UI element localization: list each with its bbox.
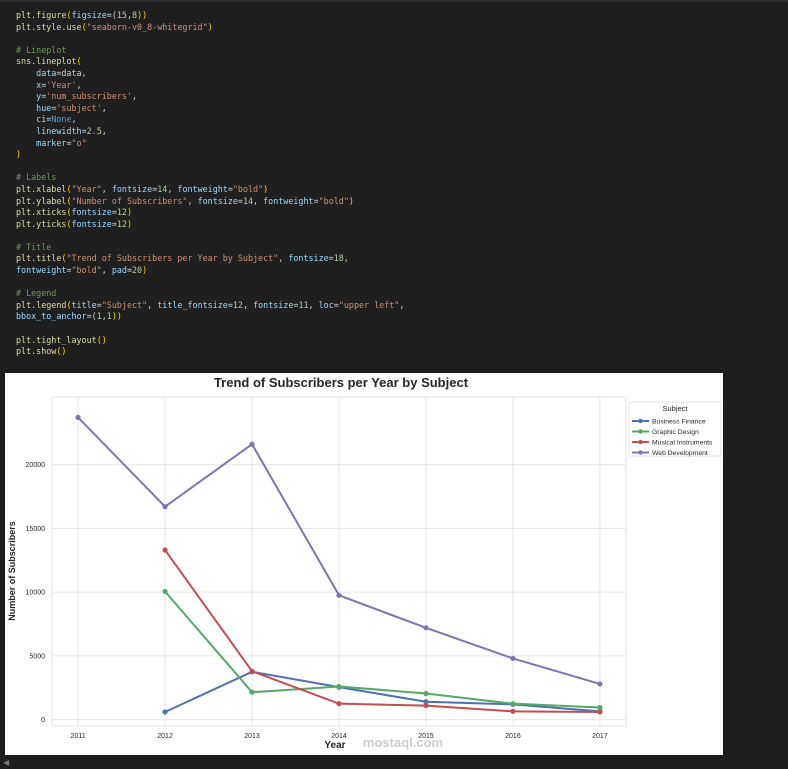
data-point: [423, 699, 429, 705]
data-point: [597, 681, 603, 687]
code-line: plt.xticks(fontsize=12): [16, 207, 133, 218]
code-line: linewidth=2.5,: [36, 125, 107, 136]
x-tick-label: 2013: [244, 733, 260, 740]
code-line: y='num_subscribers',: [36, 91, 138, 102]
legend-marker: [638, 439, 643, 445]
scroll-left-icon[interactable]: ◀: [3, 758, 10, 767]
series-line: [164, 549, 600, 713]
code-line: # Legend: [16, 288, 57, 299]
data-point: [249, 668, 255, 674]
chart-title: Trend of Subscribers per Year by Subject: [214, 375, 469, 390]
data-point: [597, 709, 603, 715]
data-point: [162, 588, 168, 595]
y-tick-label: 0: [41, 717, 45, 724]
y-tick-label: 15000: [26, 526, 46, 533]
data-point: [510, 708, 516, 714]
code-line: # Labels: [16, 172, 57, 183]
data-point: [423, 690, 429, 697]
y-axis-label: Number of Subscribers: [7, 521, 17, 621]
legend-entry: Business Finance: [652, 419, 706, 426]
plot-figure: 2011 2012 2013 2014 2015 2016 2017 0 5000 10000 15…: [5, 373, 723, 755]
code-line: # Lineplot: [16, 44, 67, 55]
code-line: ci=None,: [36, 114, 77, 125]
legend-marker: [638, 418, 643, 424]
y-tick-label: 10000: [26, 590, 46, 597]
code-line: plt.title("Trend of Subscribers per Year…: [16, 253, 349, 264]
data-point: [162, 547, 168, 553]
legend-entry: Graphic Design: [652, 429, 699, 436]
code-line: [16, 323, 404, 335]
plot-area: 2011 2012 2013 2014 2015 2016 2017 0 5000 10000 15…: [26, 396, 627, 740]
legend: Subject Business Finance Graphic Design Mus…: [628, 401, 722, 457]
code-line: fontweight="bold", pad=20): [16, 265, 148, 276]
x-tick-label: 2014: [331, 733, 347, 740]
code-line: # Title: [16, 241, 52, 252]
watermark: mostaql.com: [363, 735, 443, 750]
code-line: marker="o": [36, 137, 87, 148]
x-tick-label: 2012: [157, 733, 173, 740]
code-line: plt.style.use("seaborn-v0_8-whitegrid"): [16, 21, 213, 32]
code-line: plt.figure(figsize=(15,8)): [16, 10, 148, 20]
series-line: [164, 670, 600, 713]
data-point: [162, 709, 168, 715]
code-editor[interactable]: plt.figure(figsize=(15,8)) plt.style.use(…: [16, 10, 404, 358]
data-point: [249, 441, 255, 447]
data-point: [336, 701, 342, 707]
code-line: sns.lineplot(: [16, 56, 82, 67]
code-line: ): [16, 149, 22, 160]
code-line: plt.tight_layout(): [16, 334, 107, 345]
code-cell[interactable]: plt.figure(figsize=(15,8)) plt.style.use(…: [0, 0, 788, 364]
legend-frame: [628, 401, 722, 457]
code-line: data=data,: [36, 67, 87, 78]
code-line: bbox_to_anchor=(1,1)): [16, 311, 122, 322]
data-point: [510, 701, 516, 707]
y-tick-label: 20000: [26, 462, 46, 469]
data-point: [423, 702, 429, 709]
series-line: [164, 590, 600, 709]
data-point: [510, 655, 516, 662]
x-axis-label: Year: [324, 740, 345, 751]
legend-marker: [638, 450, 643, 455]
legend-title: Subject: [662, 404, 688, 413]
y-tick-label: 5000: [29, 653, 45, 660]
code-line: [16, 161, 404, 173]
code-line: [16, 33, 404, 45]
code-line: x='Year',: [36, 79, 82, 90]
data-point: [336, 592, 342, 598]
data-point: [162, 504, 168, 510]
x-tick-label: 2011: [71, 733, 86, 740]
code-line: [16, 277, 404, 289]
code-line: plt.yticks(fontsize=12): [16, 218, 133, 229]
x-tick-label: 2017: [592, 733, 608, 740]
code-line: plt.legend(title="Subject", title_fontsi…: [16, 299, 405, 310]
code-line: hue='subject',: [36, 102, 107, 113]
legend-entry: Web Development: [652, 450, 708, 457]
code-line: plt.show(): [16, 346, 67, 357]
data-point: [597, 704, 603, 711]
code-line: plt.xlabel("Year", fontsize=14, fontweig…: [16, 183, 269, 194]
legend-entry: Musical Instruments: [652, 440, 713, 447]
x-tick-label: 2015: [418, 733, 434, 740]
code-line: [16, 230, 404, 242]
legend-marker: [638, 429, 643, 434]
output-cell: 2011 2012 2013 2014 2015 2016 2017 0 5000 10000 15…: [0, 362, 788, 769]
data-point: [423, 625, 429, 631]
code-line: plt.ylabel("Number of Subscribers", font…: [16, 195, 354, 206]
data-point: [75, 414, 81, 421]
line-chart: 2011 2012 2013 2014 2015 2016 2017 0 5000 10000 15…: [7, 375, 722, 751]
data-point: [249, 689, 255, 695]
x-tick-label: 2016: [505, 733, 521, 740]
data-point: [336, 683, 342, 690]
